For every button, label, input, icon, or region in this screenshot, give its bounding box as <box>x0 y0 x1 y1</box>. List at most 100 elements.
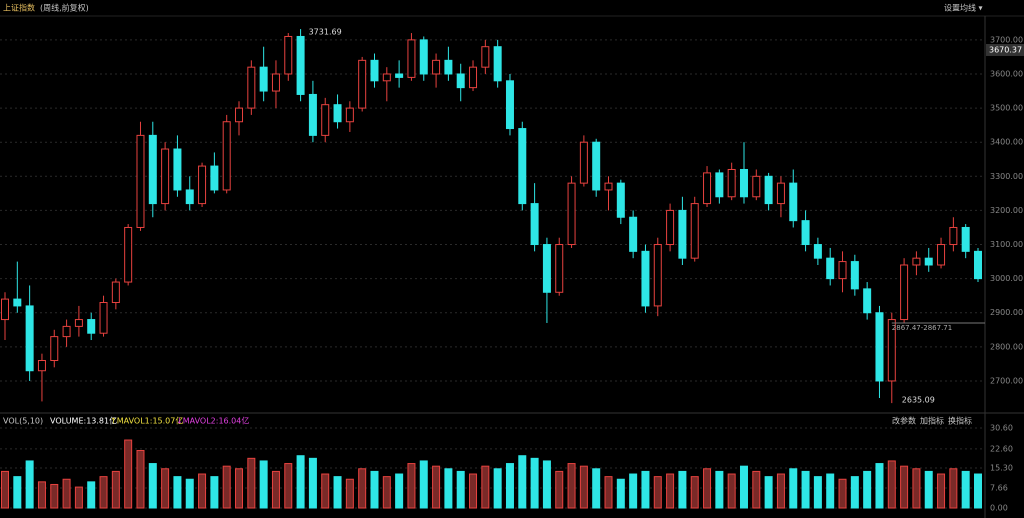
candle-body <box>50 336 59 361</box>
volume-bar <box>161 468 170 509</box>
volume-bar <box>432 465 441 509</box>
volume-bar <box>235 468 244 509</box>
volume-bar <box>924 470 933 509</box>
vol-title: VOL(5,10) <box>3 417 43 426</box>
volume-bar <box>690 476 699 509</box>
volume-bar <box>900 465 909 509</box>
volume-bar <box>395 473 404 509</box>
y-tick-label: 3100.00 <box>990 240 1023 249</box>
volume-bar <box>259 460 268 509</box>
ma-settings[interactable]: 设置均线 ▾ <box>944 3 983 13</box>
y-tick-label: 0.00 <box>990 504 1008 513</box>
volume-bar <box>727 473 736 509</box>
candle-body <box>99 302 108 334</box>
candle-body <box>518 128 527 205</box>
low-label: 2635.09 <box>902 396 935 405</box>
volume-bar <box>887 460 896 509</box>
last-price-box <box>986 43 1024 56</box>
volume-bar <box>419 460 428 509</box>
volume-bar <box>826 473 835 509</box>
candle-body <box>764 175 773 205</box>
candle-body <box>850 261 859 290</box>
volume-bar <box>407 463 416 509</box>
high-label: 3731.69 <box>309 28 342 37</box>
range-label: 2867.47-2867.71 <box>892 324 952 332</box>
volume-bar <box>74 486 83 509</box>
volume-bar <box>937 473 946 509</box>
candle-body <box>641 250 650 307</box>
candle-body <box>937 244 946 266</box>
volume-bar <box>813 476 822 509</box>
candle-body <box>887 319 896 382</box>
y-tick-label: 3700.00 <box>990 35 1023 44</box>
candle-body <box>259 66 268 92</box>
button[interactable]: 加指标 <box>920 416 944 426</box>
candle-body <box>185 189 194 205</box>
volume-bar <box>912 468 921 509</box>
candle-body <box>505 80 514 130</box>
candle-body <box>949 226 958 246</box>
volume-bar <box>284 463 293 509</box>
candle-body <box>727 168 736 198</box>
candle-body <box>493 46 502 82</box>
volume-bar <box>111 470 120 509</box>
candle-body <box>961 226 970 252</box>
volume-bar <box>961 470 970 509</box>
volume-bar <box>481 465 490 509</box>
candle-body <box>739 168 748 198</box>
candle-body <box>567 182 576 246</box>
volume-bar <box>50 483 59 509</box>
volume-bar <box>789 468 798 509</box>
y-tick-label: 15.30 <box>990 464 1013 473</box>
y-tick-label: 30.60 <box>990 424 1013 433</box>
vol-value: VOLUME:13.81亿 <box>50 416 117 426</box>
y-tick-label: 7.66 <box>990 483 1008 492</box>
candle-body <box>173 148 182 191</box>
candle-body <box>87 319 96 334</box>
volume-bar <box>850 476 859 509</box>
volume-bar <box>247 457 256 509</box>
volume-bar <box>641 470 650 509</box>
stock-title: 上证指数 <box>3 3 35 13</box>
volume-bar <box>37 481 46 509</box>
last-price: 3670.37 <box>989 45 1022 54</box>
candle-body <box>284 35 293 75</box>
candle-body <box>690 203 699 259</box>
candle-body <box>715 172 724 198</box>
volume-bar <box>629 473 638 509</box>
y-tick-label: 3200.00 <box>990 206 1023 215</box>
volume-bar <box>604 476 613 509</box>
button[interactable]: 换指标 <box>948 416 972 426</box>
volume-bar <box>210 476 219 509</box>
volume-bar <box>715 470 724 509</box>
volume-bar <box>949 468 958 509</box>
candle-body <box>863 288 872 314</box>
volume-bar <box>456 470 465 509</box>
candle-body <box>875 312 884 382</box>
y-tick-label: 22.60 <box>990 444 1013 453</box>
candle-body <box>247 66 256 109</box>
y-tick-label: 2900.00 <box>990 308 1023 317</box>
mavol2: ↓MAVOL2:16.04亿 <box>176 416 249 426</box>
candle-body <box>235 107 244 123</box>
candle-body <box>924 257 933 266</box>
candle-body <box>900 264 909 321</box>
volume-bar <box>25 460 34 509</box>
volume-bar <box>469 473 478 509</box>
volume-bar <box>444 468 453 509</box>
volume-bar <box>592 468 601 509</box>
candle-body <box>555 244 564 293</box>
button[interactable]: 改参数 <box>892 416 916 426</box>
candle-body <box>62 325 71 338</box>
volume-bar <box>493 468 502 509</box>
candle-body <box>124 226 133 283</box>
volume-bar <box>555 470 564 509</box>
y-tick-label: 3600.00 <box>990 69 1023 78</box>
volume-bar <box>875 463 884 509</box>
volume-bar <box>296 455 305 509</box>
candle-body <box>801 220 810 246</box>
volume-bar <box>382 476 391 509</box>
volume-bar <box>739 465 748 509</box>
candle-body <box>370 59 379 82</box>
